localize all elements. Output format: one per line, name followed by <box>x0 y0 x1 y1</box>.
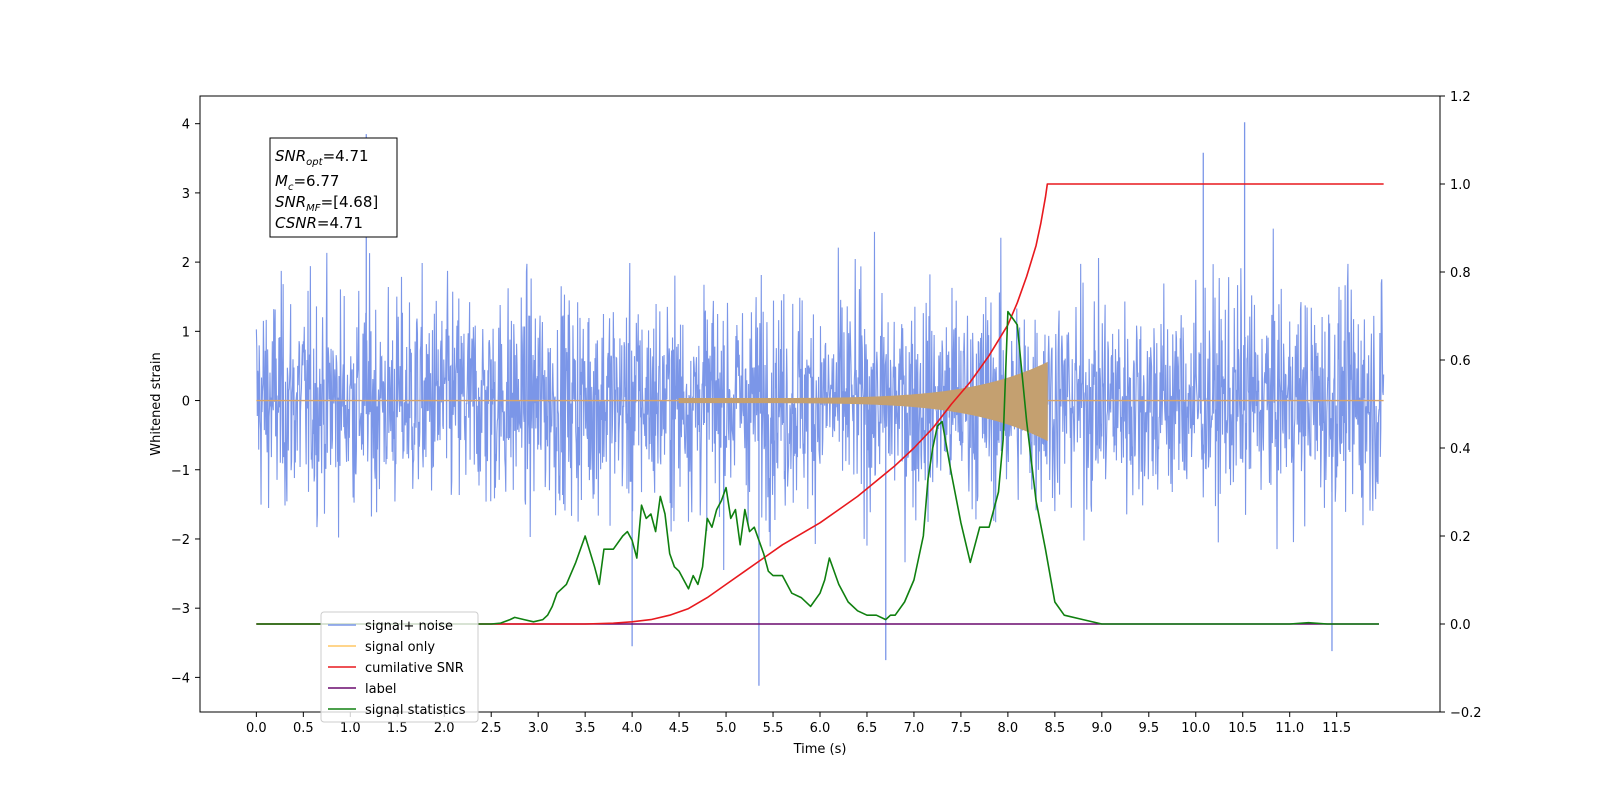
signal-statistics-line <box>256 310 1379 625</box>
annotation-frame <box>269 137 398 238</box>
x-tick-label: 10.0 <box>1181 721 1210 736</box>
y2-tick-label: 1.0 <box>1450 178 1471 193</box>
annotation-snr-opt: SNRopt=4.71 <box>275 147 369 168</box>
x-tick-label: 4.0 <box>622 721 643 736</box>
legend-label-signal-only: signal only <box>365 640 435 655</box>
legend-label-cumulative-snr: cumilative SNR <box>365 661 464 676</box>
y2-tick-label: 0.6 <box>1450 354 1471 369</box>
x-tick-label: 5.0 <box>716 721 737 736</box>
x-tick-label: 6.5 <box>857 721 878 736</box>
x-tick-label: 7.0 <box>904 721 925 736</box>
signal-plus-noise-series <box>255 122 1385 686</box>
legend: signal+ noise signal only cumilative SNR… <box>320 611 479 723</box>
x-tick-label: 1.0 <box>340 721 361 736</box>
signal-plus-noise-line <box>255 228 1385 570</box>
x-tick-label: 4.5 <box>669 721 690 736</box>
annotation-snr-mf: SNRMF=[4.68] <box>275 193 378 214</box>
y2-tick-label: 0.0 <box>1450 618 1471 633</box>
y-axis-ticks: −4 −3 −2 −1 0 1 2 3 4 <box>171 118 200 686</box>
y-axis-label: Whitened strain <box>149 352 164 455</box>
y2-axis-ticks: −0.2 0.0 0.2 0.4 0.6 0.8 1.0 1.2 <box>1440 90 1482 721</box>
x-tick-label: 9.0 <box>1091 721 1112 736</box>
cumulative-snr-line <box>256 183 1384 625</box>
annotation-csnr: CSNR=4.71 <box>275 214 363 232</box>
legend-label-signal-noise: signal+ noise <box>365 619 453 634</box>
y2-tick-label: −0.2 <box>1450 706 1482 721</box>
legend-label-label: label <box>365 682 396 697</box>
y-tick-label: 3 <box>182 187 190 202</box>
x-axis-label: Time (s) <box>793 742 847 757</box>
x-axis-ticks: 0.0 0.5 1.0 1.5 2.0 2.5 3.0 3.5 4.0 4.5 5.0 5.5 6.0 6… <box>246 712 1351 736</box>
x-tick-label: 5.5 <box>763 721 784 736</box>
x-tick-label: 9.5 <box>1138 721 1159 736</box>
x-tick-label: 3.5 <box>575 721 596 736</box>
y-tick-label: −1 <box>171 464 190 479</box>
y2-tick-label: 0.4 <box>1450 442 1471 457</box>
x-tick-label: 8.5 <box>1045 721 1066 736</box>
y-tick-label: 2 <box>182 256 190 271</box>
annotation-box: SNRopt=4.71 Mc=6.77 SNRMF=[4.68] CSNR=4.… <box>269 137 398 238</box>
x-tick-label: 3.0 <box>528 721 549 736</box>
x-tick-label: 0.0 <box>246 721 267 736</box>
y-tick-label: 0 <box>182 395 190 410</box>
y2-tick-label: 1.2 <box>1450 90 1471 105</box>
x-tick-label: 2.5 <box>481 721 502 736</box>
y-tick-label: −2 <box>171 533 190 548</box>
x-tick-label: 2.0 <box>434 721 455 736</box>
y-tick-label: −4 <box>171 671 190 686</box>
x-tick-label: 0.5 <box>293 721 314 736</box>
signal-only-series <box>256 361 1384 442</box>
y-tick-label: −3 <box>171 602 190 617</box>
y2-tick-label: 0.2 <box>1450 530 1471 545</box>
x-tick-label: 1.5 <box>387 721 408 736</box>
x-tick-label: 10.5 <box>1228 721 1257 736</box>
x-tick-label: 8.0 <box>998 721 1019 736</box>
y-tick-label: 1 <box>182 325 190 340</box>
y-tick-label: 4 <box>182 118 190 133</box>
x-tick-label: 7.5 <box>951 721 972 736</box>
legend-label-signal-statistics: signal statistics <box>365 703 466 718</box>
signal-only-chirp <box>678 361 1048 442</box>
y2-tick-label: 0.8 <box>1450 266 1471 281</box>
annotation-chirp-mass: Mc=6.77 <box>275 172 339 193</box>
legend-frame <box>320 611 479 723</box>
x-tick-label: 11.5 <box>1322 721 1351 736</box>
x-tick-label: 11.0 <box>1275 721 1304 736</box>
x-tick-label: 6.0 <box>810 721 831 736</box>
